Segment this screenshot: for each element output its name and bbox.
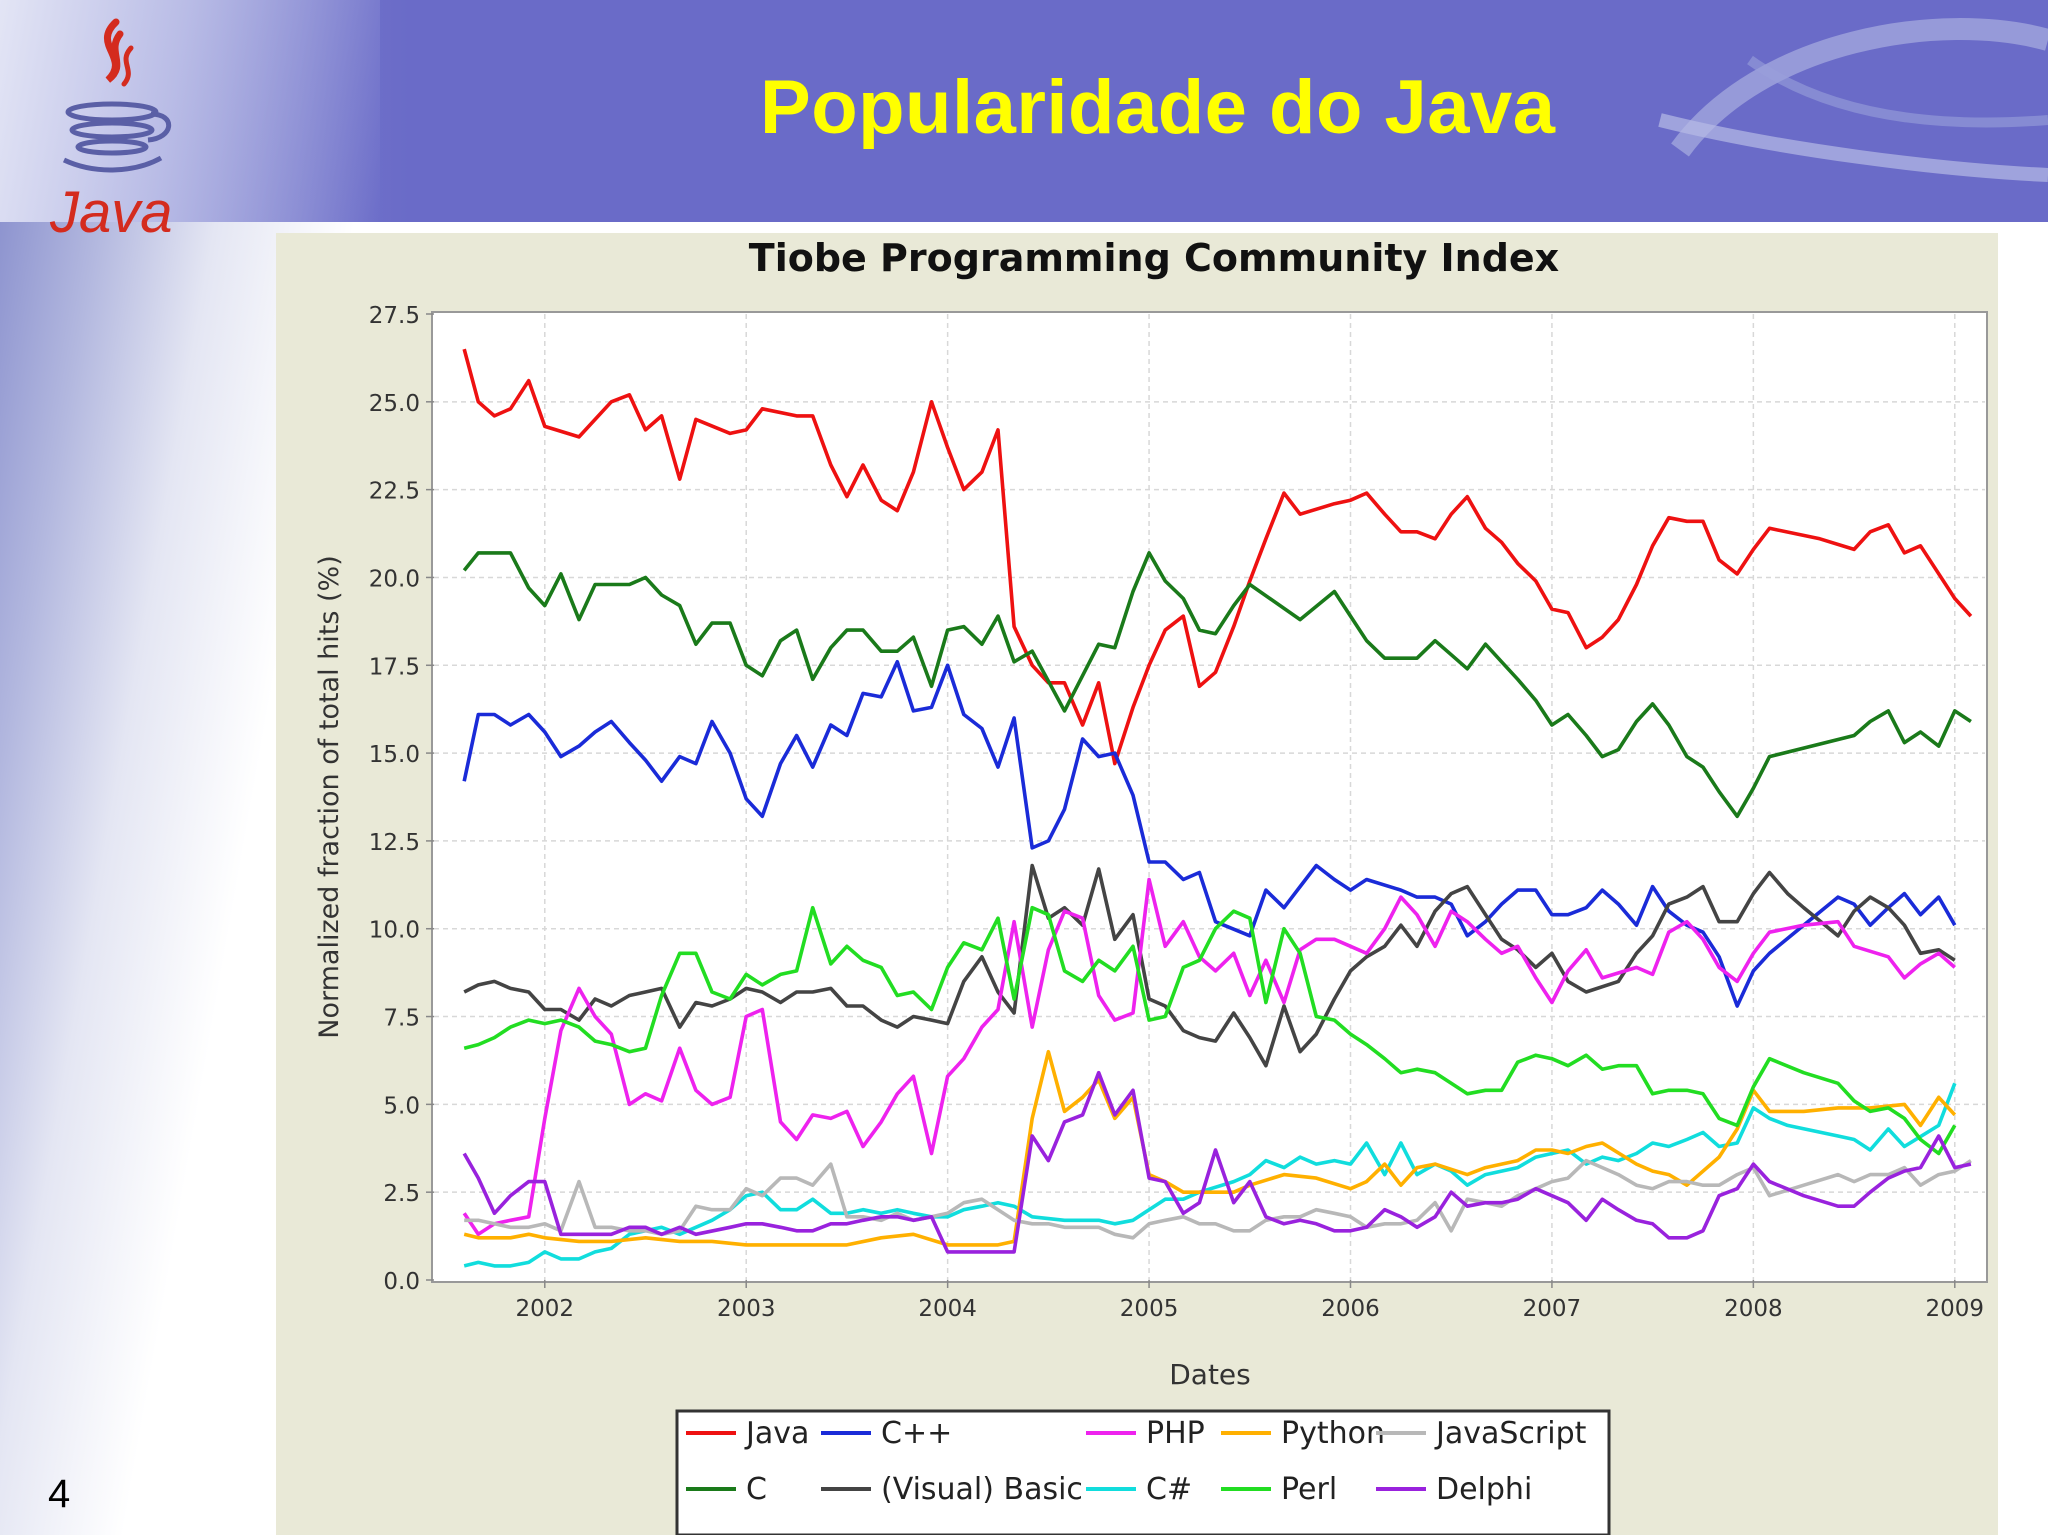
series-lines (462, 348, 1973, 1268)
y-tick-label: 5.0 (383, 1093, 420, 1119)
y-axis-ticks: 0.0 2.5 5.0 7.5 10.0 12.5 15.0 17.5 20.0 22.5 25.0… (369, 303, 434, 1295)
tiobe-line-chart: Tiobe Programming Community Index 0.0 2.5… (314, 236, 1988, 1535)
chart-title: Tiobe Programming Community Index (749, 236, 1559, 280)
y-tick-label: 0.0 (383, 1269, 420, 1295)
legend-label-perl: Perl (1281, 1472, 1337, 1507)
series-line-perl (463, 905, 1957, 1156)
java-logo-steam-icon (103, 18, 124, 83)
x-tick-label: 2004 (918, 1296, 977, 1322)
series-line-c (462, 551, 1972, 819)
java-logo: Java (49, 18, 173, 240)
x-tick-label: 2003 (717, 1296, 776, 1322)
x-axis-label: Dates (1169, 1358, 1251, 1391)
legend-label-c: C (746, 1472, 767, 1507)
y-tick-label: 10.0 (369, 918, 420, 944)
java-logo-text: Java (49, 180, 173, 240)
y-tick-label: 15.0 (369, 742, 420, 768)
y-tick-label: 12.5 (369, 830, 420, 856)
x-tick-label: 2009 (1926, 1296, 1985, 1322)
page-number: 4 (48, 1472, 71, 1516)
x-tick-label: 2007 (1523, 1296, 1582, 1322)
series-line-delphi (462, 1070, 1972, 1254)
slide-title: Popularidade do Java (760, 65, 1556, 150)
legend-label-visual-basic: (Visual) Basic (881, 1472, 1083, 1507)
series-line-c (463, 1082, 1957, 1268)
legend-label-javascript: JavaScript (1434, 1416, 1587, 1451)
y-tick-label: 2.5 (383, 1181, 420, 1207)
y-axis-label: Normalized fraction of total hits (%) (314, 555, 345, 1039)
legend-label-delphi: Delphi (1436, 1472, 1532, 1507)
x-tick-label: 2008 (1724, 1296, 1783, 1322)
y-tick-label: 22.5 (369, 479, 420, 505)
legend-label-c: C++ (881, 1416, 952, 1451)
series-line-javascript (464, 1158, 1972, 1240)
legend-label-c: C# (1146, 1472, 1192, 1507)
series-line-visual-basic (463, 863, 1956, 1068)
y-tick-label: 7.5 (383, 1006, 420, 1032)
legend-label-python: Python (1281, 1416, 1385, 1451)
legend-label-php: PHP (1146, 1416, 1205, 1451)
header-sheen (0, 0, 380, 222)
y-tick-label: 25.0 (369, 391, 420, 417)
y-tick-label: 27.5 (369, 303, 420, 329)
x-tick-label: 2005 (1120, 1296, 1179, 1322)
legend: Java C++ PHP Python JavaScript C (Visual) Basi… (686, 1416, 1587, 1507)
series-line-java (462, 348, 1973, 766)
x-tick-label: 2002 (516, 1296, 575, 1322)
y-tick-label: 20.0 (369, 566, 420, 592)
y-tick-label: 17.5 (369, 654, 420, 680)
series-line-python (463, 1049, 1957, 1247)
x-axis-ticks: 2002 2003 2004 2005 2006 2007 2008 2009 (516, 1280, 1985, 1322)
legend-label-java: Java (744, 1416, 809, 1451)
series-line-php (462, 877, 1956, 1237)
x-tick-label: 2006 (1321, 1296, 1380, 1322)
header-swoosh-decoration (1658, 18, 2048, 182)
